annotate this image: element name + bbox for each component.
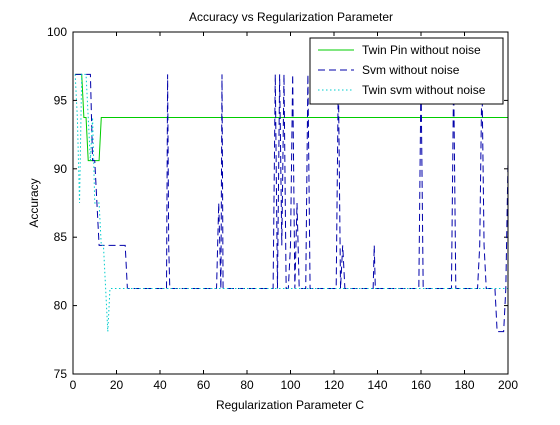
y-tick-label: 80: [54, 299, 68, 313]
legend-box: [309, 37, 504, 105]
y-tick-label: 100: [47, 25, 67, 39]
series-line-3: [74, 73, 508, 332]
legend-label-3: Twin svm without noise: [362, 83, 486, 97]
legend: Twin Pin without noise Svm without noise T…: [309, 37, 504, 105]
series-layer: [74, 73, 508, 333]
x-tick-label: 100: [280, 378, 300, 392]
x-tick-label: 20: [110, 378, 124, 392]
series-line-2: [75, 73, 508, 333]
x-tick-label: 140: [367, 378, 387, 392]
x-tick-label: 180: [454, 378, 474, 392]
y-axis: 75 80 85 90 95 100: [47, 25, 508, 381]
x-tick-label: 200: [498, 378, 518, 392]
y-tick-label: 90: [54, 162, 68, 176]
y-tick-label: 85: [54, 230, 68, 244]
plot-border: [72, 31, 509, 375]
chart-title: Accuracy vs Regularization Parameter: [189, 10, 393, 24]
y-tick-label: 95: [54, 93, 68, 107]
legend-label-2: Svm without noise: [362, 63, 460, 77]
y-tick-label: 75: [54, 367, 68, 381]
legend-label-1: Twin Pin without noise: [362, 43, 481, 57]
x-tick-label: 160: [411, 378, 431, 392]
y-axis-label: Accuracy: [27, 178, 41, 227]
x-tick-label: 60: [197, 378, 211, 392]
x-axis: 0 20 40 60 80 100 120 140 160 180 200: [70, 32, 518, 392]
x-tick-label: 0: [70, 378, 77, 392]
x-tick-label: 120: [324, 378, 344, 392]
series-line-1: [75, 73, 508, 162]
x-axis-label: Regularization Parameter C: [216, 398, 364, 412]
x-tick-label: 40: [153, 378, 167, 392]
x-tick-label: 80: [240, 378, 254, 392]
